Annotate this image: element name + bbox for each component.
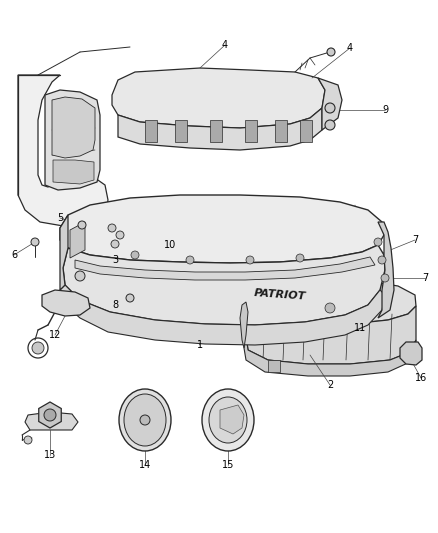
Text: 4: 4 [347,43,353,53]
Polygon shape [145,120,157,142]
Polygon shape [39,402,61,428]
Polygon shape [70,222,85,258]
Circle shape [111,240,119,248]
Circle shape [44,409,56,421]
Text: 5: 5 [57,213,63,223]
Polygon shape [244,335,416,376]
Circle shape [32,342,44,354]
Text: 9: 9 [382,105,388,115]
Circle shape [325,120,335,130]
Text: 16: 16 [415,373,427,383]
Polygon shape [118,108,322,150]
Polygon shape [18,75,108,228]
Text: PATRIOT: PATRIOT [254,288,306,302]
Circle shape [327,48,335,56]
Circle shape [24,436,32,444]
Ellipse shape [209,397,247,443]
Polygon shape [60,195,384,263]
Polygon shape [246,278,416,324]
Polygon shape [53,160,94,184]
Circle shape [186,256,194,264]
Circle shape [296,254,304,262]
Text: 11: 11 [354,323,366,333]
Polygon shape [52,97,95,158]
Text: 3: 3 [112,255,118,265]
Polygon shape [42,290,90,316]
Ellipse shape [119,389,171,451]
Text: 7: 7 [412,235,418,245]
Text: 7: 7 [422,273,428,283]
Polygon shape [175,120,187,142]
Polygon shape [60,215,68,290]
Polygon shape [45,90,100,190]
Circle shape [131,251,139,259]
Text: 8: 8 [112,300,118,310]
Polygon shape [318,78,342,130]
Polygon shape [25,412,78,430]
Polygon shape [268,360,280,372]
Circle shape [381,274,389,282]
Text: 1: 1 [197,340,203,350]
Text: 13: 13 [44,450,56,460]
Circle shape [246,256,254,264]
Text: 6: 6 [11,250,17,260]
Polygon shape [75,257,375,280]
Text: 14: 14 [139,460,151,470]
Polygon shape [60,285,385,345]
Circle shape [31,238,39,246]
Polygon shape [300,120,312,142]
Text: 12: 12 [49,330,61,340]
Circle shape [78,221,86,229]
Polygon shape [220,405,244,434]
Polygon shape [240,302,248,348]
Circle shape [108,224,116,232]
Circle shape [374,238,382,246]
Polygon shape [246,306,416,364]
Circle shape [378,256,386,264]
Polygon shape [63,245,385,325]
Ellipse shape [202,389,254,451]
Circle shape [116,231,124,239]
Polygon shape [210,120,222,142]
Ellipse shape [124,394,166,446]
Circle shape [126,294,134,302]
Circle shape [140,415,150,425]
Text: 2: 2 [327,380,333,390]
Text: 4: 4 [222,40,228,50]
Text: 15: 15 [222,460,234,470]
Polygon shape [245,120,257,142]
Text: 10: 10 [164,240,176,250]
Circle shape [75,271,85,281]
Polygon shape [400,342,422,365]
Polygon shape [112,68,325,128]
Polygon shape [275,120,287,142]
Polygon shape [378,222,394,318]
Circle shape [325,103,335,113]
Circle shape [325,303,335,313]
